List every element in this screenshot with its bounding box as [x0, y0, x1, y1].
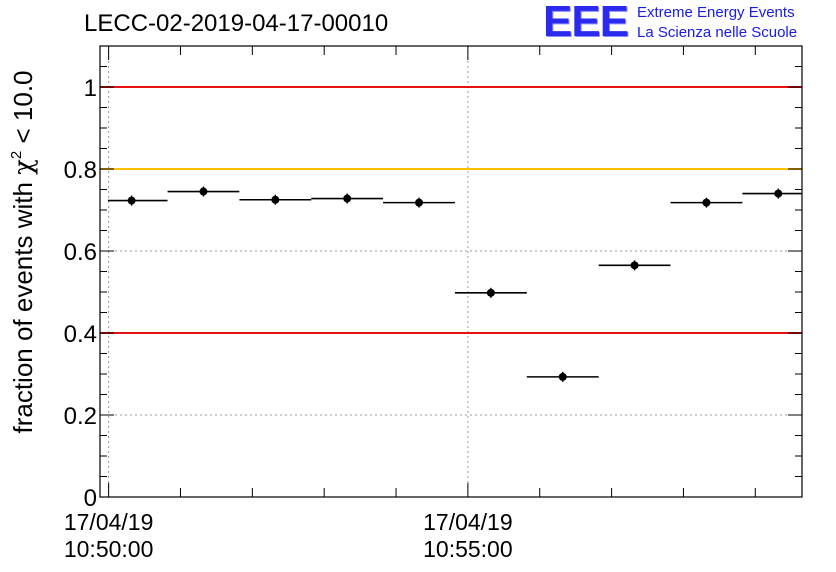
logo-line-2: La Scienza nelle Scuole: [637, 24, 798, 41]
y-axis-label: fraction of events with χ2 < 10.0: [8, 70, 39, 433]
data-point: [486, 288, 495, 297]
data-points: [107, 186, 802, 382]
data-point: [415, 198, 424, 207]
eee-logo: EEE: [543, 0, 629, 46]
axis-ticks: [100, 45, 802, 498]
x-tick-label-time: 10:55:00: [423, 536, 513, 562]
logo-line-1: Extreme Energy Events: [637, 4, 795, 21]
y-tick-label: 1: [84, 75, 97, 102]
data-point: [343, 194, 352, 203]
data-point: [199, 187, 208, 196]
data-point: [271, 195, 280, 204]
y-tick-labels: 0 0.2 0.4 0.6 0.8 1: [64, 75, 97, 512]
chart-title: LECC-02-2019-04-17-00010: [84, 10, 389, 37]
x-tick-label-date: 17/04/19: [64, 509, 154, 535]
data-point: [702, 198, 711, 207]
reference-lines: [100, 86, 802, 334]
y-tick-label: 0.4: [64, 321, 97, 348]
grid-lines: [100, 46, 802, 498]
x-tick-label-time: 10:50:00: [64, 536, 154, 562]
data-point: [630, 261, 639, 270]
x-tick-label-date: 17/04/19: [423, 509, 513, 535]
plot-frame: [99, 45, 803, 498]
data-point: [774, 189, 783, 198]
y-tick-label: 0.6: [64, 239, 97, 266]
data-point: [127, 196, 136, 205]
data-point: [558, 372, 567, 381]
y-tick-label: 0: [84, 485, 97, 512]
y-tick-label: 0.2: [64, 403, 97, 430]
y-tick-label: 0.8: [64, 157, 97, 184]
